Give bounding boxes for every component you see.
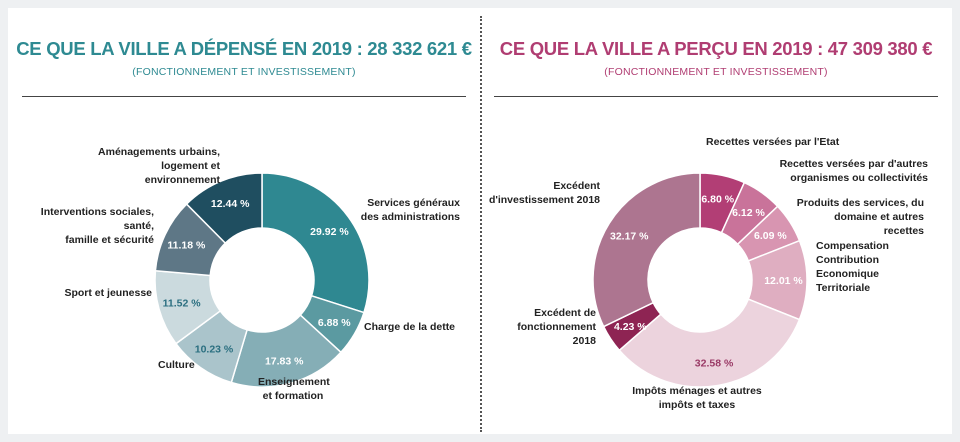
- label-dette: Charge de la dette: [364, 321, 456, 333]
- label-amenagements: Aménagements urbains, logement et enviro…: [98, 146, 220, 186]
- revenues-slice-value-1: 6.12 %: [732, 207, 765, 219]
- label-excedent-investissement: Excédent d'investissement 2018: [488, 180, 600, 206]
- revenues-title: CE QUE LA VILLE A PERÇU EN 2019 : 47 309…: [499, 38, 933, 59]
- label-etat: Recettes versées par l'Etat: [706, 136, 840, 148]
- revenues-donut: 6.80 % 6.12 % 6.09 % 12.01 % 32.58 % 4.23 % 32…: [592, 172, 808, 388]
- revenues-slice-value-0: 6.80 %: [701, 193, 734, 205]
- expenses-slice-6: [185, 172, 263, 245]
- column-divider: [480, 16, 482, 432]
- revenues-slice-value-3: 12.01 %: [764, 275, 803, 287]
- revenues-slice-value-5: 4.23 %: [614, 321, 647, 333]
- expenses-slice-value-6: 12.44 %: [211, 198, 250, 210]
- revenues-slice-value-6: 32.17 %: [610, 231, 649, 243]
- label-culture: Culture: [158, 359, 195, 371]
- expenses-subtitle: (FONCTIONNEMENT ET INVESTISSEMENT): [132, 66, 356, 78]
- expenses-slice-value-0: 29.92 %: [310, 226, 349, 238]
- infographic-panel: CE QUE LA VILLE A DÉPENSÉ EN 2019 : 28 3…: [8, 8, 952, 434]
- label-services: Services généraux des administrations: [360, 197, 460, 223]
- label-sport: Sport et jeunesse: [64, 287, 152, 299]
- expenses-slice-value-1: 6.88 %: [318, 317, 351, 329]
- label-excedent-fonctionnement: Excédent de fonctionnement 2018: [517, 307, 596, 347]
- expenses-slice-value-3: 10.23 %: [195, 343, 234, 355]
- expenses-slice-value-4: 11.52 %: [163, 298, 202, 310]
- revenues-slice-value-4: 32.58 %: [695, 357, 734, 369]
- revenues-slice-value-2: 6.09 %: [754, 230, 787, 242]
- expenses-title: CE QUE LA VILLE A DÉPENSÉ EN 2019 : 28 3…: [16, 38, 472, 59]
- left-title-rule: [22, 96, 466, 97]
- label-enseignement: Enseignement et formation: [258, 376, 330, 402]
- label-interventions: Interventions sociales, santé, famille e…: [40, 206, 154, 246]
- expenses-donut: 29.92 % 6.88 % 17.83 % 10.23 % 11.52 % 11.18 …: [154, 172, 370, 388]
- revenues-subtitle: (FONCTIONNEMENT ET INVESTISSEMENT): [604, 66, 828, 78]
- donut-charts: 29.92 % 6.88 % 17.83 % 10.23 % 11.52 % 11.18 …: [154, 172, 808, 388]
- label-organismes: Recettes versées par d'autres organismes…: [779, 158, 928, 184]
- revenues-slice-4: [618, 298, 801, 388]
- label-impots: Impôts ménages et autres impôts et taxes: [632, 385, 762, 411]
- label-produits: Produits des services, du domaine et aut…: [796, 197, 924, 237]
- expenses-slice-value-5: 11.18 %: [167, 240, 206, 252]
- right-title-rule: [494, 96, 938, 97]
- expenses-slice-0: [261, 172, 370, 314]
- label-compensation: Compensation Contribution Economique Ter…: [816, 240, 889, 294]
- expenses-slice-value-2: 17.83 %: [265, 355, 304, 367]
- revenues-slice-6: [592, 172, 701, 328]
